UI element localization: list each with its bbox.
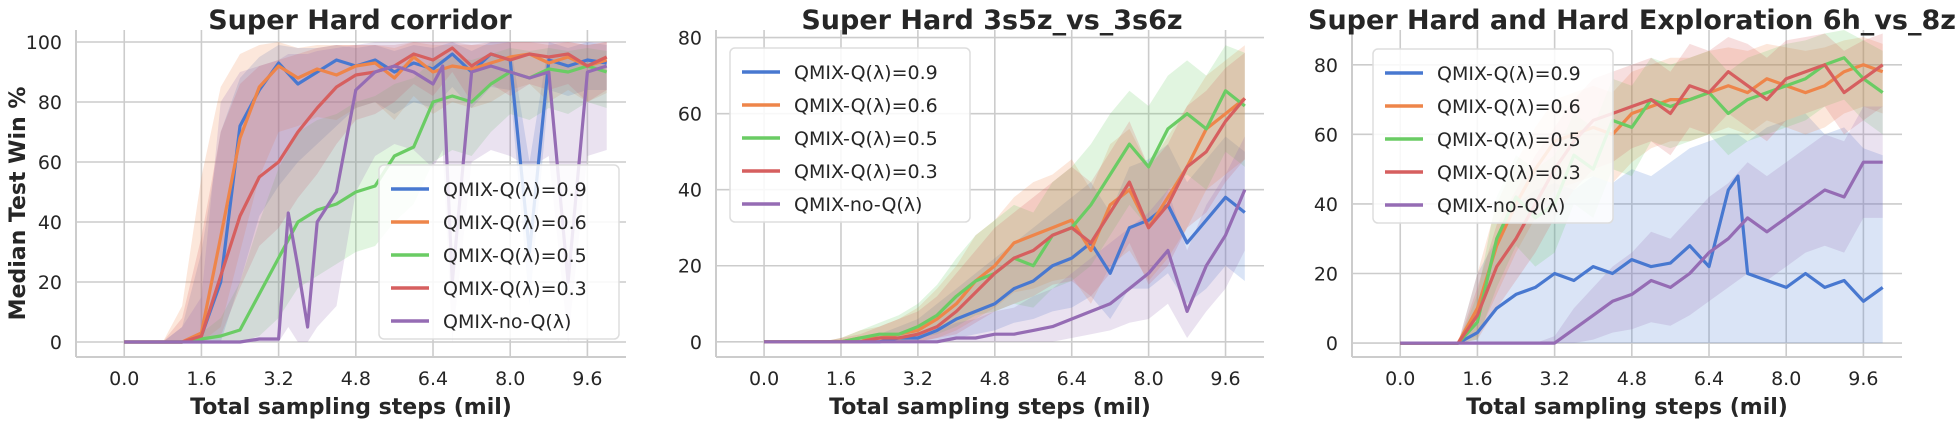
chart-panel-3s5z-vs-3s6z: 0.0 1.6 3.2 4.8 6.4 8.0 9.6 0 20 40 60 80 Super Hard… <box>678 5 1264 420</box>
y-tick-label: 20 <box>678 256 702 278</box>
confidence-band-series-1 <box>764 45 1245 342</box>
legend-label: QMIX-Q(λ)=0.5 <box>794 128 938 150</box>
y-tick-label: 80 <box>38 92 62 114</box>
legend-label: QMIX-Q(λ)=0.3 <box>794 161 938 183</box>
x-tick-label: 8.0 <box>1771 368 1801 390</box>
legend-box <box>1372 48 1614 224</box>
confidence-band-series-2 <box>764 45 1245 342</box>
confidence-band-series-3 <box>764 52 1245 342</box>
series-line-0 <box>1400 174 1884 345</box>
y-tick-label: 0 <box>690 332 702 354</box>
x-tick-label: 3.2 <box>1540 368 1570 390</box>
x-tick-label: 9.6 <box>1210 368 1240 390</box>
legend-label: QMIX-Q(λ)=0.9 <box>794 62 938 84</box>
x-tick-label: 4.8 <box>980 368 1010 390</box>
y-tick-label: 80 <box>678 28 702 50</box>
y-tick-label: 40 <box>38 212 62 234</box>
x-tick-label: 4.8 <box>1617 368 1647 390</box>
x-tick-label: 8.0 <box>495 368 525 390</box>
y-tick-label: 0 <box>1326 333 1338 355</box>
legend-label: QMIX-Q(λ)=0.9 <box>1437 63 1581 85</box>
y-tick-label: 60 <box>38 152 62 174</box>
legend: QMIX-Q(λ)=0.9 QMIX-Q(λ)=0.6 QMIX-Q(λ)=0.5 Q… <box>729 47 971 223</box>
confidence-band-series-2 <box>1400 30 1883 344</box>
chart-panel-corridor: 0.0 1.6 3.2 4.8 6.4 8.0 9.6 0 20 40 60 80 100 Super H… <box>6 5 626 420</box>
legend: QMIX-Q(λ)=0.9 QMIX-Q(λ)=0.6 QMIX-Q(λ)=0.5 Q… <box>1372 48 1614 224</box>
y-tick-label: 40 <box>1314 194 1338 216</box>
x-tick-label: 9.6 <box>1848 368 1878 390</box>
x-tick-label: 9.6 <box>572 368 602 390</box>
legend-label: QMIX-Q(λ)=0.6 <box>794 95 938 117</box>
chart-title: Super Hard corridor <box>208 5 512 36</box>
legend-label: QMIX-no-Q(λ) <box>1437 195 1565 217</box>
confidence-band-series-1 <box>1400 37 1883 344</box>
x-tick-label: 3.2 <box>903 368 933 390</box>
y-tick-label: 60 <box>678 104 702 126</box>
legend-label: QMIX-Q(λ)=0.5 <box>1437 129 1581 151</box>
x-axis-label: Total sampling steps (mil) <box>190 395 512 420</box>
confidence-band-series-0 <box>1400 113 1883 344</box>
y-axis-label: Median Test Win % <box>6 87 31 321</box>
x-tick-label: 6.4 <box>1057 368 1087 390</box>
chart-title: Super Hard 3s5z_vs_3s6z <box>801 5 1182 36</box>
y-tick-label: 100 <box>26 32 62 54</box>
y-tick-label: 0 <box>50 332 62 354</box>
series-line-1 <box>1400 63 1884 345</box>
series-line-3 <box>1400 63 1884 345</box>
y-tick-label: 60 <box>1314 124 1338 146</box>
series-line-4 <box>124 64 608 344</box>
legend-box <box>378 164 620 340</box>
legend-label: QMIX-Q(λ)=0.5 <box>443 245 587 267</box>
x-tick-label: 0.0 <box>1385 368 1415 390</box>
legend-label: QMIX-Q(λ)=0.9 <box>443 179 587 201</box>
series-line-4 <box>1400 160 1883 345</box>
legend-label: QMIX-no-Q(λ) <box>794 194 922 216</box>
x-tick-label: 4.8 <box>341 368 371 390</box>
y-tick-label: 80 <box>1314 55 1338 77</box>
x-tick-label: 8.0 <box>1134 368 1164 390</box>
chart-title: Super Hard and Hard Exploration 6h_vs_8z <box>1308 5 1956 36</box>
x-tick-label: 1.6 <box>186 368 216 390</box>
x-tick-label: 1.6 <box>1462 368 1492 390</box>
x-axis-label: Total sampling steps (mil) <box>1466 395 1788 420</box>
legend-label: QMIX-no-Q(λ) <box>443 311 571 333</box>
y-tick-label: 40 <box>678 180 702 202</box>
series-line-4 <box>764 189 1247 344</box>
legend: QMIX-Q(λ)=0.9 QMIX-Q(λ)=0.6 QMIX-Q(λ)=0.5 Q… <box>378 164 620 340</box>
x-tick-label: 6.4 <box>418 368 448 390</box>
chart-panel-6h-vs-8z: 0.0 1.6 3.2 4.8 6.4 8.0 9.6 0 20 40 60 80 Super Hard… <box>1308 5 1956 420</box>
legend-box <box>729 47 971 223</box>
x-tick-label: 3.2 <box>264 368 294 390</box>
y-tick-label: 20 <box>38 272 62 294</box>
legend-label: QMIX-Q(λ)=0.6 <box>1437 96 1581 118</box>
series-line-3 <box>124 46 608 344</box>
x-tick-label: 0.0 <box>749 368 779 390</box>
x-tick-label: 1.6 <box>826 368 856 390</box>
x-axis-label: Total sampling steps (mil) <box>829 395 1151 420</box>
legend-label: QMIX-Q(λ)=0.3 <box>443 278 587 300</box>
legend-label: QMIX-Q(λ)=0.3 <box>1437 162 1581 184</box>
x-tick-label: 0.0 <box>109 368 139 390</box>
legend-label: QMIX-Q(λ)=0.6 <box>443 212 587 234</box>
confidence-band-series-4 <box>1400 106 1883 344</box>
confidence-band-series-2 <box>124 48 607 342</box>
confidence-band-series-3 <box>1400 33 1883 344</box>
y-tick-label: 20 <box>1314 264 1338 286</box>
x-tick-label: 6.4 <box>1694 368 1724 390</box>
